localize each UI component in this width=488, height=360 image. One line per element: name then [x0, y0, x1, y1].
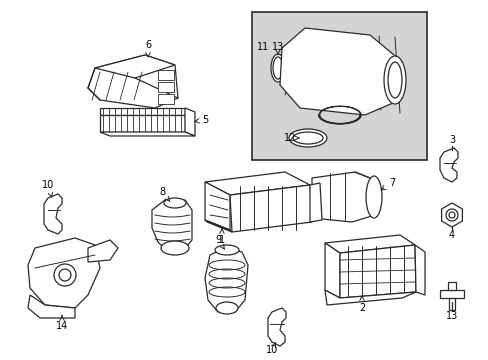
- Text: 13: 13: [445, 311, 457, 321]
- Text: 5: 5: [194, 115, 208, 125]
- Bar: [447, 282, 455, 290]
- Ellipse shape: [59, 269, 71, 281]
- Polygon shape: [325, 243, 339, 298]
- Text: 4: 4: [448, 230, 454, 240]
- Text: 14: 14: [56, 315, 68, 331]
- Polygon shape: [267, 308, 285, 346]
- Text: 1: 1: [219, 229, 224, 245]
- Ellipse shape: [161, 241, 189, 255]
- Polygon shape: [44, 194, 62, 234]
- Polygon shape: [439, 148, 457, 182]
- Text: 2: 2: [358, 296, 365, 313]
- Polygon shape: [325, 290, 415, 305]
- Polygon shape: [325, 235, 414, 253]
- Polygon shape: [100, 108, 184, 115]
- Polygon shape: [28, 295, 75, 318]
- Text: 3: 3: [448, 135, 454, 145]
- Polygon shape: [280, 28, 399, 115]
- Ellipse shape: [448, 212, 454, 218]
- Polygon shape: [152, 200, 192, 252]
- Ellipse shape: [292, 132, 323, 144]
- Ellipse shape: [383, 56, 405, 104]
- Text: 10: 10: [42, 180, 54, 197]
- Ellipse shape: [54, 264, 76, 286]
- Text: 12: 12: [283, 133, 299, 143]
- Ellipse shape: [387, 62, 401, 98]
- Bar: [158, 70, 174, 80]
- Polygon shape: [229, 185, 311, 232]
- Bar: [158, 94, 174, 104]
- Ellipse shape: [288, 129, 326, 147]
- Text: 10: 10: [265, 342, 278, 355]
- Polygon shape: [441, 203, 462, 227]
- Bar: [448, 298, 454, 310]
- Polygon shape: [100, 132, 195, 136]
- Text: 13: 13: [271, 42, 284, 55]
- Polygon shape: [184, 108, 195, 136]
- Polygon shape: [311, 172, 374, 222]
- Bar: [158, 82, 174, 92]
- Polygon shape: [95, 55, 175, 78]
- Polygon shape: [88, 240, 118, 262]
- Polygon shape: [414, 245, 424, 295]
- Polygon shape: [339, 245, 415, 298]
- Polygon shape: [28, 238, 100, 308]
- Polygon shape: [204, 248, 247, 312]
- Ellipse shape: [216, 302, 238, 314]
- Text: 8: 8: [159, 187, 169, 201]
- Text: 6: 6: [144, 40, 151, 57]
- Text: 11: 11: [256, 42, 268, 52]
- Polygon shape: [204, 172, 309, 195]
- Polygon shape: [100, 115, 184, 132]
- Bar: [251, 12, 426, 160]
- Bar: [439, 290, 463, 298]
- Ellipse shape: [445, 209, 457, 221]
- Ellipse shape: [163, 198, 185, 208]
- Polygon shape: [204, 220, 231, 232]
- Polygon shape: [204, 182, 229, 230]
- Ellipse shape: [270, 54, 285, 82]
- Ellipse shape: [272, 57, 283, 79]
- Text: 7: 7: [381, 178, 394, 190]
- Text: 9: 9: [215, 235, 224, 249]
- Ellipse shape: [215, 245, 239, 255]
- Polygon shape: [309, 183, 321, 222]
- Polygon shape: [88, 55, 178, 108]
- Ellipse shape: [365, 176, 381, 218]
